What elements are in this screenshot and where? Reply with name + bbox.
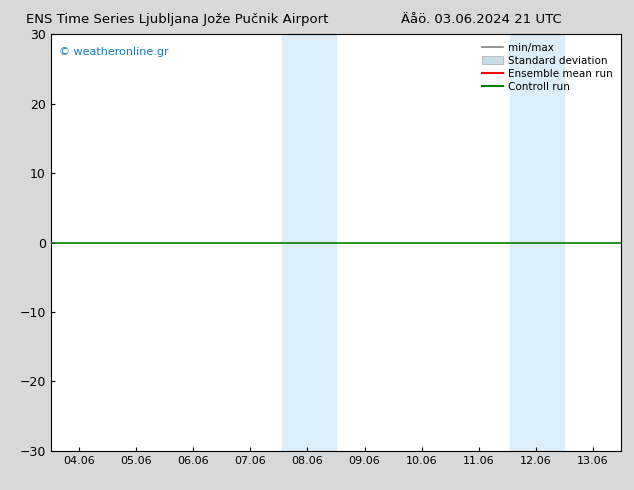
Text: Äåö. 03.06.2024 21 UTC: Äåö. 03.06.2024 21 UTC	[401, 13, 562, 26]
Text: © weatheronline.gr: © weatheronline.gr	[59, 47, 169, 57]
Bar	[281, 34, 307, 451]
Bar	[536, 34, 564, 451]
Legend: min/max, Standard deviation, Ensemble mean run, Controll run: min/max, Standard deviation, Ensemble me…	[479, 40, 616, 95]
Bar	[307, 34, 336, 451]
Bar	[510, 34, 536, 451]
Text: ENS Time Series Ljubljana Jože Pučnik Airport: ENS Time Series Ljubljana Jože Pučnik Ai…	[27, 13, 328, 26]
